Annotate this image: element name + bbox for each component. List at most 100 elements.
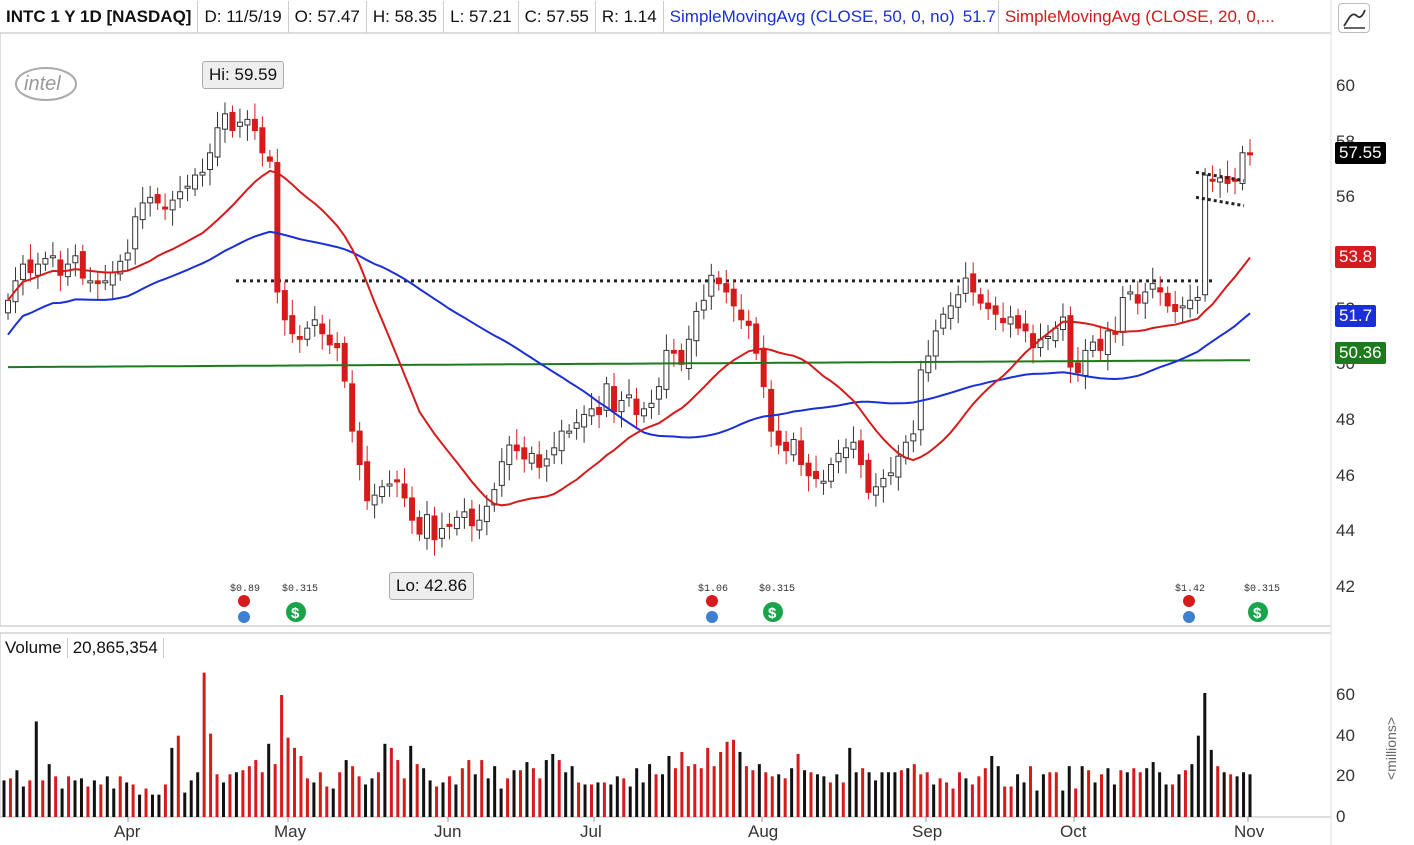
volume-bar (919, 774, 923, 817)
candle (1187, 284, 1194, 318)
volume-bar (615, 776, 619, 817)
volume-bar (1203, 692, 1207, 817)
volume-bar (163, 784, 167, 817)
volume-bar (886, 772, 890, 817)
volume-bar (293, 747, 297, 817)
volume-bar (751, 770, 755, 817)
volume-bar (1138, 772, 1142, 817)
volume-bar (441, 782, 445, 817)
candle (1202, 168, 1209, 302)
volume-bar (86, 786, 90, 817)
volume-bar (1216, 766, 1220, 817)
candle (438, 512, 445, 548)
price-tick: 44 (1336, 521, 1355, 541)
volume-bar (435, 786, 439, 817)
candle (476, 504, 483, 540)
candle (768, 380, 775, 447)
volume-bar (1145, 768, 1149, 817)
volume-bar (422, 768, 426, 817)
volume-bar (1190, 764, 1194, 817)
candle (184, 174, 191, 202)
volume-bar (925, 772, 929, 817)
candle (828, 457, 835, 489)
volume-label: Volume (0, 638, 68, 658)
candle (551, 431, 558, 464)
sma20-study-label[interactable]: SimpleMovingAvg (CLOSE, 20, 0,... (1004, 6, 1275, 26)
time-tick: Jul (580, 822, 602, 841)
candle (289, 299, 296, 343)
volume-bar (828, 782, 832, 817)
time-tick: Jun (434, 822, 462, 841)
volume-bar (1093, 782, 1097, 817)
volume-bar (764, 772, 768, 817)
candle (745, 309, 752, 340)
volume-bar (157, 794, 161, 817)
sma50-value: 51.7 (957, 0, 999, 33)
volume-bar (1235, 776, 1239, 817)
candle (192, 168, 199, 196)
volume-bar (1009, 786, 1013, 817)
volume-bar (506, 778, 510, 817)
volume-bar (602, 782, 606, 817)
candle (670, 339, 677, 367)
symbol-label[interactable]: INTC 1 Y 1D [NASDAQ] (0, 0, 199, 33)
volume-bar (661, 774, 665, 817)
volume-bar (1041, 774, 1045, 817)
candle (603, 376, 610, 418)
candle (207, 143, 214, 186)
candle (1022, 310, 1029, 343)
candle (850, 426, 857, 459)
candle (925, 340, 932, 382)
volume-bar (325, 786, 329, 817)
last-price-label: 57.55 (1335, 142, 1386, 164)
volume-bar (34, 721, 38, 817)
earnings-icon (238, 595, 250, 607)
volume-bar (874, 780, 878, 817)
price-tick: 48 (1336, 410, 1355, 429)
volume-bar (738, 751, 742, 817)
volume-bar (331, 788, 335, 817)
chart-header: INTC 1 Y 1D [NASDAQ] D: 11/5/19 O: 57.47… (0, 0, 1281, 33)
candle (1067, 306, 1074, 383)
candle (1097, 325, 1104, 362)
candle (221, 102, 228, 143)
candle (49, 242, 56, 268)
candle (790, 432, 797, 462)
sma50-study-label[interactable]: SimpleMovingAvg (CLOSE, 50, 0, no) (669, 6, 955, 26)
candle (835, 439, 842, 474)
volume-bar (357, 776, 361, 817)
volume-bar (1022, 782, 1026, 817)
dividend-icon (763, 602, 783, 622)
candle (296, 325, 303, 353)
volume-bar (1061, 790, 1065, 817)
volume-bar (1074, 788, 1078, 817)
volume-bar (893, 772, 897, 817)
drawing-tools-button[interactable] (1338, 3, 1370, 33)
volume-bar (796, 753, 800, 817)
candle (723, 269, 730, 304)
candle (528, 446, 535, 471)
volume-bar (234, 772, 238, 817)
candle (19, 254, 26, 296)
candle (581, 405, 588, 443)
low-label: L: 57.21 (444, 0, 519, 33)
candle (513, 429, 520, 460)
candle (394, 470, 401, 498)
candle (139, 187, 146, 229)
time-tick: Oct (1060, 822, 1087, 841)
volume-bar (389, 747, 393, 817)
candle (453, 510, 460, 536)
candle (1172, 290, 1179, 323)
candle (281, 281, 288, 336)
open-label: O: 57.47 (289, 0, 367, 33)
volume-bar (41, 780, 45, 817)
volume-bar (383, 743, 387, 817)
volume-bar (822, 776, 826, 817)
volume-bar (518, 770, 522, 817)
price-tick: 60 (1336, 76, 1355, 95)
volume-bar (480, 760, 484, 817)
volume-bar (1054, 772, 1058, 817)
candle (1134, 281, 1141, 315)
candle (887, 457, 894, 485)
volume-bar (783, 778, 787, 817)
